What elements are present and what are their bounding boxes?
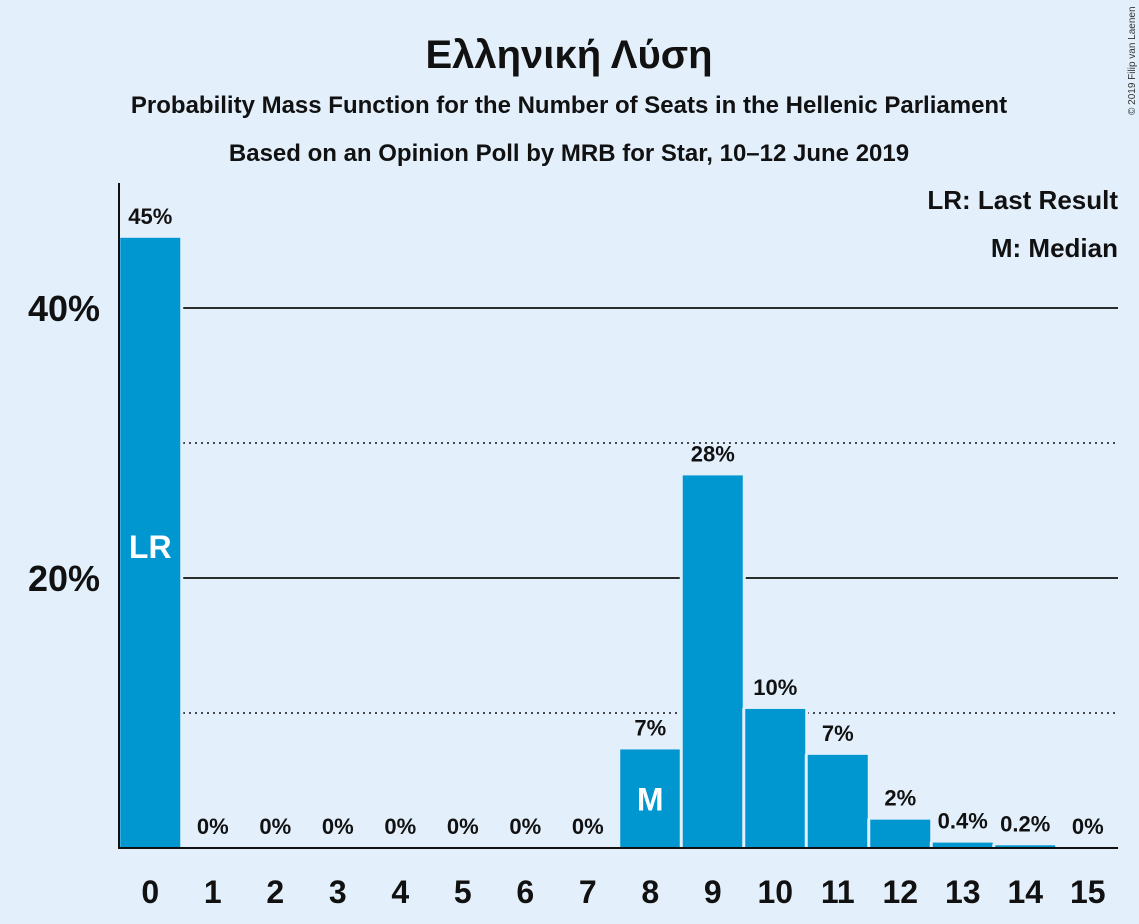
chart-subtitle-1: Probability Mass Function for the Number… [131,92,1007,119]
data-label-11: 7% [822,721,854,746]
bar-8 [620,749,681,848]
marker-lr: LR [129,529,172,565]
data-label-8: 7% [634,715,666,740]
x-tick-label-14: 14 [1007,874,1043,910]
bars: 45% 0% 0% 0% 0% 0% 0% 0% 7% 28% 10% 7% 2% 0.4% 0.2% 0% L… [117,204,1104,849]
gridlines [183,307,1118,714]
x-tick-label-5: 5 [454,874,472,910]
marker-m: M [637,782,664,818]
x-tick-label-1: 1 [204,874,222,910]
data-label-10: 10% [753,675,797,700]
x-tick-label-0: 0 [141,874,159,910]
y-tick-label-20: 20% [28,558,100,599]
data-label-7: 0% [572,814,604,839]
data-label-5: 0% [447,814,479,839]
x-tick-label-8: 8 [641,874,659,910]
y-tick-label-40: 40% [28,288,100,329]
x-tick-label-9: 9 [704,874,722,910]
x-tick-label-7: 7 [579,874,597,910]
chart-subtitle-2: Based on an Opinion Poll by MRB for Star… [229,140,909,167]
data-label-1: 0% [197,814,229,839]
x-tick-label-6: 6 [516,874,534,910]
data-label-6: 0% [509,814,541,839]
data-label-2: 0% [259,814,291,839]
chart-title: Ελληνική Λύση [425,33,712,77]
data-label-4: 0% [384,814,416,839]
data-label-12: 2% [884,786,916,811]
bar-13 [932,842,993,848]
x-tick-label-13: 13 [945,874,981,910]
bar-0 [120,237,181,849]
x-tick-label-3: 3 [329,874,347,910]
x-tick-label-12: 12 [882,874,918,910]
data-label-0: 45% [128,204,172,229]
legend-last-result: LR: Last Result [927,185,1118,215]
x-tick-label-15: 15 [1070,874,1106,910]
bar-12 [870,819,931,848]
data-label-9: 28% [691,441,735,466]
bar-11 [807,754,868,848]
copyright-notice: © 2019 Filip van Laenen [1127,6,1138,115]
data-label-13: 0.4% [938,809,988,834]
legend-median: M: Median [991,233,1118,263]
x-tick-label-2: 2 [266,874,284,910]
bar-14 [995,845,1056,848]
x-tick-label-10: 10 [757,874,793,910]
x-tick-label-11: 11 [821,874,855,910]
bar-9 [682,475,743,848]
data-label-14: 0.2% [1000,811,1050,836]
x-tick-label-4: 4 [391,874,409,910]
bar-10 [745,708,806,848]
data-label-3: 0% [322,814,354,839]
data-label-15: 0% [1072,814,1104,839]
